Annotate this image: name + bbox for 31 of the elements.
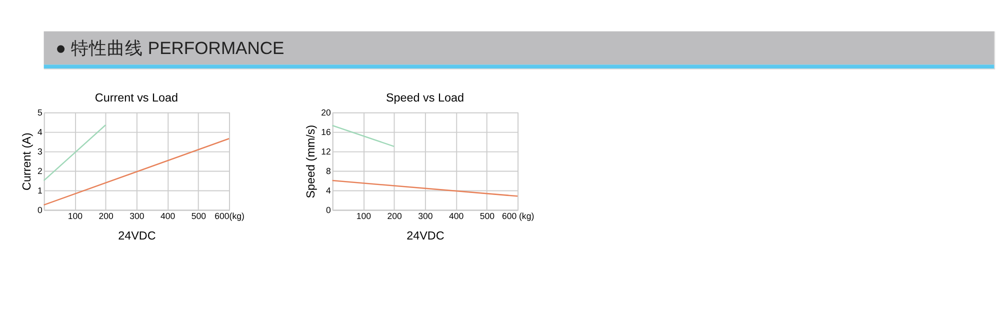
y-tick-label: 4 [38,127,43,138]
x-tick-label: 100 [68,211,83,222]
x-tick-label: 200 [387,211,402,222]
y-tick-label: 4 [326,186,332,196]
y-tick-label: 0 [326,205,332,216]
chart-title: Speed vs Load [386,92,464,105]
y-tick-label: 3 [38,146,43,157]
x-tick-label: 300 [130,211,144,222]
x-tick-label: 400 [448,211,464,222]
x-tick-label: 600(kg) [214,211,244,222]
x-axis-title: 24VDC [118,230,156,243]
y-tick-label: 16 [321,127,332,138]
x-tick-label: 600 (kg) [502,211,534,222]
y-tick-label: 5 [38,108,43,118]
text: ● 特性曲线 PERFORMANCE [56,38,284,58]
y-tick-label: 12 [321,146,332,157]
x-axis-title: 24VDC [406,230,444,243]
x-tick-label: 400 [160,211,176,222]
x-tick-label: 500 [191,211,206,222]
chart-title: Current vs Load [94,92,178,105]
x-tick-label: 100 [356,211,372,222]
x-tick-label: 200 [98,211,114,222]
y-tick-label: 0 [38,205,43,216]
y-tick-label: 1 [38,186,43,196]
y-tick-label: 2 [38,166,43,176]
x-tick-label: 500 [480,211,495,222]
x-tick-label: 300 [418,211,433,222]
y-axis-title: Current (A) [20,132,34,190]
y-tick-label: 8 [326,166,332,176]
y-axis-title: Speed (mm/s) [304,124,318,198]
y-tick-label: 20 [321,108,332,118]
